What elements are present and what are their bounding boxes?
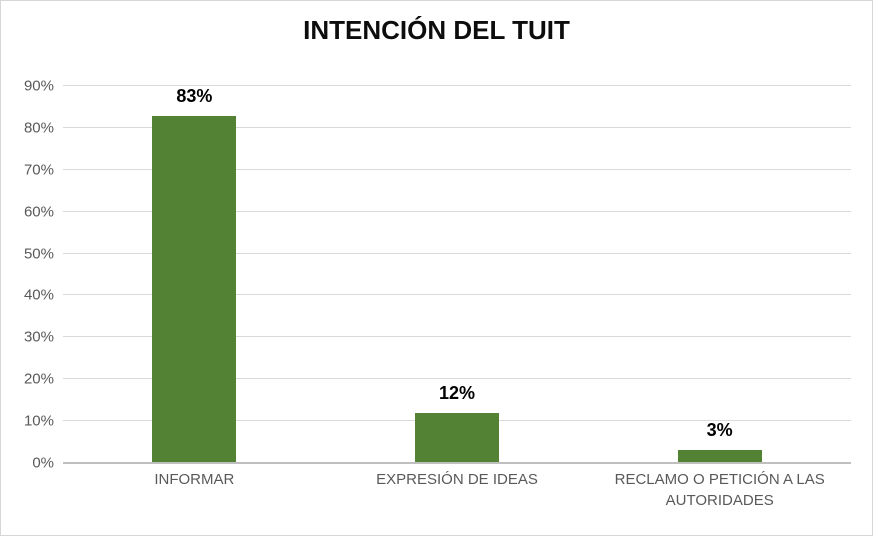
bar-group: 12%: [326, 86, 589, 463]
x-axis-line: [63, 462, 851, 464]
gridline: [63, 336, 851, 338]
bar: [415, 412, 499, 463]
gridline: [63, 378, 851, 380]
y-tick-label: 90%: [23, 77, 54, 95]
y-tick-label: 30%: [23, 328, 54, 346]
gridline: [63, 294, 851, 296]
category-label: INFORMAR: [154, 471, 235, 488]
gridline: [63, 210, 851, 212]
data-label: 3%: [706, 420, 733, 441]
y-tick-label: 20%: [23, 370, 54, 388]
bar-group: 3%: [588, 86, 851, 463]
chart-title: INTENCIÓN DEL TUIT: [303, 15, 570, 45]
category-label: EXPRESIÓN DE IDEAS: [376, 471, 538, 488]
y-tick-label: 80%: [23, 119, 54, 137]
gridline: [63, 126, 851, 128]
y-tick-label: 0%: [32, 454, 54, 472]
category-label: RECLAMO O PETICIÓN A LAS AUTORIDADES: [614, 471, 825, 509]
y-tick-label: 10%: [23, 412, 54, 430]
bars: 83% 12% 3%: [63, 86, 851, 463]
gridline: [63, 168, 851, 170]
x-axis-labels: INFORMAR EXPRESIÓN DE IDEAS RECLAMO O PETI…: [63, 469, 851, 511]
y-tick-label: 70%: [23, 161, 54, 179]
y-tick-label: 60%: [23, 203, 54, 221]
data-label: 12%: [438, 382, 476, 403]
y-tick-label: 40%: [23, 286, 54, 304]
data-label: 83%: [176, 86, 213, 106]
bar: [152, 116, 237, 463]
gridline: [63, 252, 851, 254]
y-tick-label: 50%: [23, 245, 54, 263]
bar: [677, 450, 762, 463]
bar-group: 83%: [63, 86, 326, 463]
plot-area: 0% 10% 20% 30% 40% 50% 60% 70% 80% 90% 83% 12% 3%: [24, 78, 851, 472]
gridline: [63, 85, 851, 86]
